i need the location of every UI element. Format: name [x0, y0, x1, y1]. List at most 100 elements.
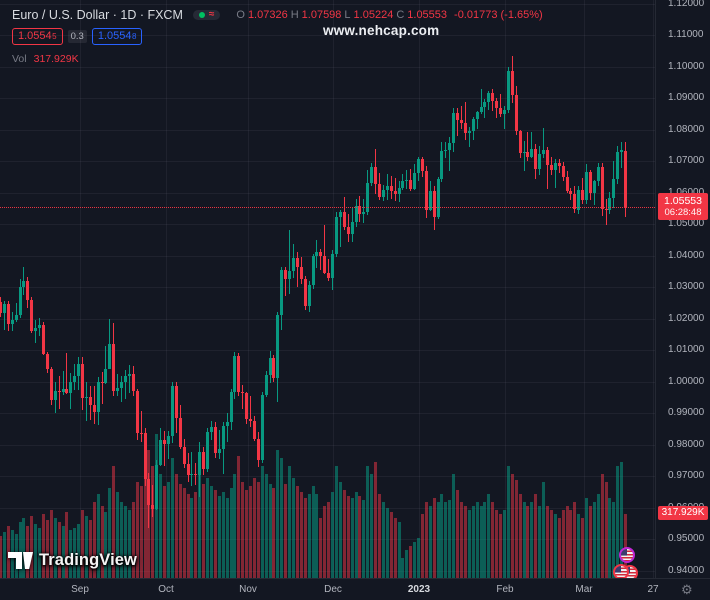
- bid-price-badge[interactable]: 1.0554 5: [12, 27, 63, 45]
- horizontal-gridline: [0, 255, 655, 257]
- candle: [88, 396, 92, 405]
- ask-price-badge[interactable]: 1.0554 8: [91, 27, 143, 45]
- volume-bar: [151, 466, 155, 578]
- volume-bar: [573, 502, 577, 578]
- candle: [0, 302, 2, 314]
- candle: [608, 197, 612, 210]
- candle: [284, 269, 288, 280]
- volume-bar: [405, 550, 409, 578]
- candle: [514, 94, 518, 132]
- candle: [10, 320, 14, 325]
- candle: [245, 392, 249, 419]
- price-axis[interactable]: 1.05553 06:28:48 317.929K 1.12000 1.11000…: [655, 0, 710, 578]
- delayed-data-icon: ≈: [208, 9, 215, 20]
- candle-wick: [121, 376, 123, 402]
- candle-wick: [457, 107, 459, 136]
- candle: [503, 109, 506, 114]
- open-label: O: [236, 9, 245, 21]
- volume-bar: [331, 492, 335, 578]
- volume-bar: [65, 512, 69, 578]
- volume-bar: [585, 498, 589, 578]
- candle: [358, 206, 362, 215]
- volume-bar: [338, 482, 342, 578]
- volume-bar: [186, 494, 190, 578]
- volume-bar: [487, 494, 491, 578]
- candle: [335, 217, 338, 254]
- candle: [381, 190, 385, 198]
- candle-wick: [15, 303, 17, 323]
- volume-bar: [616, 466, 620, 578]
- price-axis-label: 1.03000: [668, 281, 705, 292]
- change-value: -0.01773 (-1.65%): [454, 9, 543, 21]
- bid-price-main: 1.0554: [18, 29, 52, 42]
- volume-bar: [61, 526, 65, 578]
- high-label: H: [290, 9, 299, 21]
- candle: [385, 185, 389, 191]
- candle: [463, 123, 467, 133]
- candle: [374, 166, 378, 184]
- volume-bar: [233, 474, 237, 578]
- volume-bar: [358, 496, 362, 578]
- candle: [319, 252, 323, 257]
- candle: [405, 179, 409, 182]
- candle: [557, 162, 561, 166]
- volume-bar: [116, 492, 120, 578]
- gear-icon[interactable]: ⚙: [681, 582, 693, 597]
- volume-bar: [569, 510, 573, 578]
- vertical-gridline: [166, 0, 167, 578]
- candle: [452, 113, 456, 144]
- volume-bar: [280, 458, 284, 578]
- chart-pane[interactable]: www.nehcap.com Euro / U.S. Dollar · 1D ·…: [0, 0, 655, 578]
- volume-value: 317.929K: [33, 53, 79, 65]
- candle: [354, 206, 358, 223]
- candle: [424, 171, 428, 210]
- candle: [124, 376, 128, 382]
- candle: [323, 256, 327, 274]
- candle-wick: [218, 430, 220, 459]
- symbol-title[interactable]: Euro / U.S. Dollar · 1D · FXCM: [12, 8, 183, 22]
- horizontal-gridline: [0, 66, 655, 68]
- candle: [475, 112, 479, 120]
- candle: [331, 253, 335, 279]
- candle-wick: [128, 365, 130, 393]
- candle-wick: [320, 248, 322, 271]
- volume-bar: [428, 506, 432, 578]
- us-flag-event-top[interactable]: [619, 547, 635, 563]
- time-axis-label: Oct: [158, 584, 174, 595]
- volume-bar: [374, 462, 378, 578]
- candle-wick: [285, 266, 287, 297]
- volume-bar: [581, 518, 585, 578]
- candle: [147, 479, 151, 505]
- volume-bar: [604, 482, 608, 578]
- candle: [170, 386, 174, 437]
- horizontal-gridline: [0, 287, 655, 288]
- volume-bar: [514, 480, 518, 578]
- candle-wick: [140, 410, 142, 443]
- volume-bar: [557, 518, 561, 578]
- candle: [471, 119, 475, 132]
- volume-bar: [38, 528, 42, 578]
- price-axis-label: 1.10000: [668, 60, 705, 72]
- candle-wick: [164, 430, 166, 466]
- volume-bar: [73, 528, 77, 578]
- horizontal-gridline: [0, 318, 655, 320]
- volume-bar: [307, 494, 311, 578]
- time-axis[interactable]: ⚙ Sep Oct Nov Dec 2023 Feb Mar 27: [0, 578, 710, 600]
- volume-bar: [163, 486, 167, 578]
- candle: [213, 426, 217, 454]
- us-flag-event-left[interactable]: [613, 564, 629, 578]
- horizontal-gridline: [0, 381, 655, 383]
- candle: [159, 439, 163, 466]
- vertical-gridline: [80, 0, 81, 578]
- volume-bar: [452, 474, 456, 578]
- vertical-gridline: [505, 0, 506, 578]
- candle: [41, 324, 45, 354]
- market-status-pill[interactable]: ≈: [192, 9, 221, 20]
- tradingview-logo[interactable]: TradingView: [8, 551, 137, 570]
- candle: [460, 120, 464, 124]
- candle: [311, 255, 315, 286]
- candle: [127, 373, 131, 377]
- volume-bar: [432, 498, 436, 578]
- candle: [542, 149, 546, 154]
- volume-bar: [81, 510, 85, 578]
